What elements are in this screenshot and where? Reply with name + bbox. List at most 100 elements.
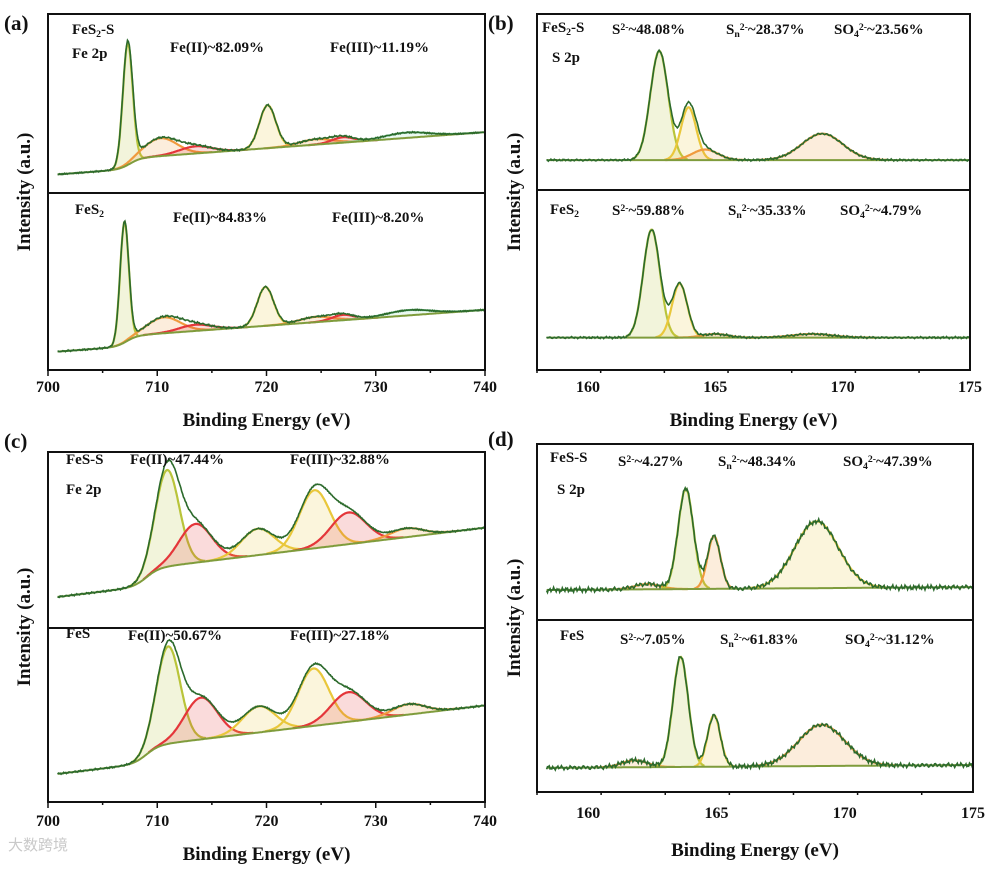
percentage-annotation: Fe(III)~32.88% (290, 452, 390, 468)
percentage-annotation-part: ~28.37% (748, 22, 805, 38)
percentage-annotation-part: S (718, 454, 726, 470)
fit-peak-724.4 (266, 489, 363, 555)
x-axis-label: Binding Energy (eV) (183, 410, 351, 431)
subplot-bottom (546, 228, 971, 341)
fit-peak-fill (757, 133, 887, 161)
percentage-annotation-part: 2- (620, 203, 628, 214)
percentage-annotation-part: 4 (863, 461, 868, 472)
raw-spectrum (57, 38, 486, 176)
percentage-annotation-part: ~59.88% (628, 203, 685, 219)
sample-label-part: FeS (66, 626, 90, 642)
percentage-annotation-part: S (612, 203, 620, 219)
percentage-annotation: S2-~7.05% (620, 632, 686, 649)
percentage-annotation: Fe(III)~27.18% (290, 628, 390, 644)
x-tick-label: 740 (473, 813, 497, 830)
percentage-annotation: Sn2-~28.37% (726, 22, 804, 41)
fit-peak-fill (207, 706, 312, 739)
x-tick-label: 175 (958, 379, 982, 396)
percentage-annotation: Fe(II)~50.67% (128, 628, 222, 644)
fit-peak-fill (292, 692, 404, 729)
percentage-annotation: Fe(II)~84.83% (173, 210, 267, 226)
region-label: S 2p (557, 482, 585, 498)
percentage-annotation-part: S (726, 22, 734, 38)
fit-peak-fill (266, 490, 363, 555)
percentage-annotation: S2-~4.27% (618, 454, 684, 471)
percentage-annotation-part: ~23.56% (867, 22, 924, 38)
y-axis-label: Intensity (a.u.) (504, 559, 525, 678)
fit-peak-fill (661, 488, 710, 590)
fit-peak-fill (356, 703, 461, 721)
percentage-annotation-part: Fe(III)~8.20% (332, 210, 424, 226)
percentage-annotation-part: SO (845, 632, 865, 648)
fit-peak-724.3 (264, 667, 362, 733)
percentage-annotation: SO42-~23.56% (834, 22, 924, 41)
percentage-annotation-part: n (726, 461, 732, 472)
fit-peak-fill (264, 668, 362, 732)
percentage-annotation-part: S (728, 203, 736, 219)
percentage-annotation-part: 2- (732, 454, 740, 465)
percentage-annotation-part: 4 (854, 29, 859, 40)
percentage-annotation: SO42-~31.12% (845, 632, 935, 651)
percentage-annotation-part: S (620, 632, 628, 648)
percentage-annotation-part: 2- (742, 203, 750, 214)
percentage-annotation: Sn2-~61.83% (720, 632, 798, 651)
percentage-annotation-part: ~48.34% (740, 454, 797, 470)
percentage-annotation-part: ~35.33% (750, 203, 807, 219)
panel-label: (a) (4, 11, 29, 35)
sample-label: FeS2 (550, 202, 579, 220)
raw-spectrum (57, 458, 486, 599)
x-tick-label: 165 (705, 805, 729, 822)
y-axis-label: Intensity (a.u.) (14, 568, 35, 687)
region-label: Fe 2p (72, 46, 107, 62)
subplot-bottom (545, 655, 974, 772)
percentage-annotation-part: 2- (868, 454, 876, 465)
percentage-annotation-part: 2- (865, 203, 873, 214)
percentage-annotation: Sn2-~48.34% (718, 454, 796, 473)
panel-label: (c) (4, 429, 27, 453)
fit-peak-fill (148, 697, 254, 753)
x-tick-label: 700 (36, 813, 60, 830)
percentage-annotation-part: Fe(III)~27.18% (290, 628, 390, 644)
sample-label: FeS-S (550, 450, 588, 466)
subplot-bottom (57, 638, 486, 776)
sample-label-part: 2 (96, 29, 101, 40)
percentage-annotation-part: 2- (628, 632, 636, 643)
percentage-annotation: Fe(II)~82.09% (170, 40, 264, 56)
percentage-annotation-part: Fe(II)~47.44% (130, 452, 224, 468)
x-tick-label: 175 (961, 805, 985, 822)
percentage-annotation-part: ~61.83% (742, 632, 799, 648)
percentage-annotation: Sn2-~35.33% (728, 203, 806, 222)
x-tick-label: 740 (473, 379, 497, 396)
sample-label: FeS (66, 626, 90, 642)
percentage-annotation-part: ~4.27% (634, 454, 683, 470)
x-axis-label: Binding Energy (eV) (183, 844, 351, 865)
sample-label: FeS-S (66, 452, 104, 468)
percentage-annotation-part: 2- (859, 22, 867, 33)
y-axis-label: Intensity (a.u.) (504, 133, 525, 252)
fit-peak-fill (748, 724, 896, 767)
sample-label: FeS2-S (72, 22, 114, 40)
fit-peak-fill (206, 528, 311, 562)
raw-spectrum (546, 229, 971, 341)
fit-peak-163.95 (664, 106, 713, 161)
sample-label: FeS2-S (542, 20, 584, 38)
fit-peak-fill (694, 715, 735, 767)
fit-peak-fill (656, 656, 705, 768)
percentage-annotation-part: ~7.05% (636, 632, 685, 648)
percentage-annotation-part: n (734, 29, 740, 40)
x-tick-label: 170 (831, 379, 855, 396)
y-axis-label: Intensity (a.u.) (14, 133, 35, 252)
x-tick-label: 710 (145, 813, 169, 830)
x-axis-label: Binding Energy (eV) (671, 840, 839, 861)
sample-label-part: FeS-S (550, 450, 588, 466)
raw-spectrum (57, 638, 486, 776)
sample-label-part: FeS (560, 628, 584, 644)
x-tick-label: 720 (255, 379, 279, 396)
plot-frame (536, 443, 974, 793)
raw-spectrum (546, 48, 971, 163)
x-tick-label: 160 (576, 805, 600, 822)
percentage-annotation-part: SO (834, 22, 854, 38)
percentage-annotation-part: 2- (870, 632, 878, 643)
percentage-annotation-part: 2- (734, 632, 742, 643)
percentage-annotation-part: 4 (865, 639, 870, 650)
